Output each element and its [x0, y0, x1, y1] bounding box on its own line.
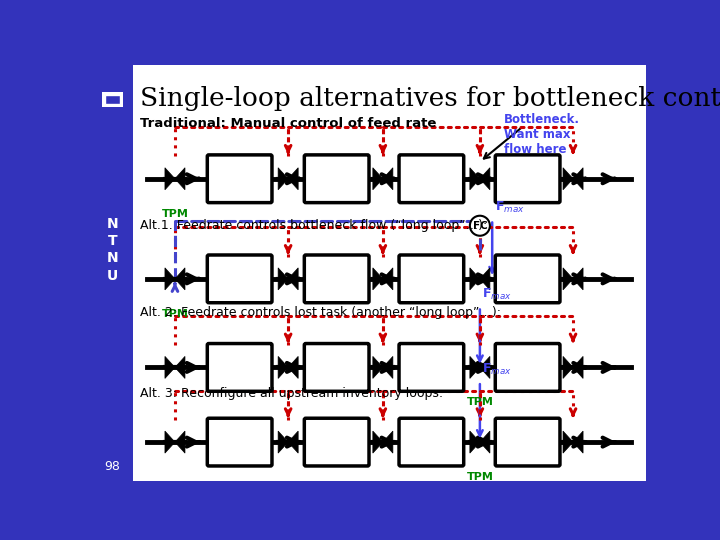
Polygon shape [563, 168, 573, 190]
Polygon shape [175, 268, 185, 290]
Text: 98: 98 [104, 460, 120, 473]
FancyBboxPatch shape [133, 65, 647, 481]
FancyBboxPatch shape [399, 343, 464, 392]
Polygon shape [563, 356, 573, 379]
Polygon shape [288, 168, 298, 190]
Polygon shape [165, 431, 175, 453]
Text: FC: FC [472, 221, 487, 231]
FancyBboxPatch shape [305, 418, 369, 466]
FancyBboxPatch shape [495, 255, 560, 303]
Polygon shape [373, 431, 383, 453]
FancyBboxPatch shape [495, 418, 560, 466]
Polygon shape [288, 431, 298, 453]
Text: $\mathbf{F}_{max}$: $\mathbf{F}_{max}$ [495, 200, 524, 215]
FancyBboxPatch shape [305, 155, 369, 202]
Polygon shape [175, 168, 185, 190]
Polygon shape [165, 268, 175, 290]
FancyBboxPatch shape [305, 343, 369, 392]
FancyBboxPatch shape [305, 255, 369, 303]
FancyBboxPatch shape [399, 418, 464, 466]
FancyBboxPatch shape [207, 155, 272, 202]
Polygon shape [480, 268, 490, 290]
Polygon shape [480, 168, 490, 190]
FancyBboxPatch shape [92, 65, 133, 481]
FancyBboxPatch shape [207, 418, 272, 466]
Polygon shape [573, 356, 583, 379]
Text: Traditional: Manual control of feed rate: Traditional: Manual control of feed rate [140, 117, 436, 130]
Text: TPM: TPM [467, 397, 493, 408]
Polygon shape [288, 268, 298, 290]
Text: Single-loop alternatives for bottleneck control: Single-loop alternatives for bottleneck … [140, 86, 720, 111]
Text: Alt.1. Feedrate controls bottleneck flow (“long loop”…):: Alt.1. Feedrate controls bottleneck flow… [140, 219, 487, 232]
Polygon shape [165, 168, 175, 190]
Polygon shape [175, 431, 185, 453]
Polygon shape [278, 356, 288, 379]
Polygon shape [480, 356, 490, 379]
Polygon shape [373, 268, 383, 290]
Polygon shape [288, 356, 298, 379]
Polygon shape [573, 268, 583, 290]
Text: Alt. 3: Reconfigure all upstream inventory loops:: Alt. 3: Reconfigure all upstream invento… [140, 387, 443, 400]
Polygon shape [373, 356, 383, 379]
Polygon shape [383, 168, 393, 190]
Polygon shape [470, 168, 480, 190]
FancyBboxPatch shape [105, 95, 120, 104]
Polygon shape [563, 431, 573, 453]
Polygon shape [383, 268, 393, 290]
Text: TPM: TPM [467, 472, 493, 482]
Text: TPM: TPM [161, 209, 189, 219]
Polygon shape [278, 268, 288, 290]
Polygon shape [563, 268, 573, 290]
Text: Bottleneck.
Want max
flow here: Bottleneck. Want max flow here [504, 112, 580, 156]
Polygon shape [470, 268, 480, 290]
FancyBboxPatch shape [207, 343, 272, 392]
Polygon shape [470, 431, 480, 453]
FancyBboxPatch shape [495, 343, 560, 392]
FancyBboxPatch shape [102, 92, 123, 107]
Text: $\mathbf{F}_{max}$: $\mathbf{F}_{max}$ [482, 287, 512, 302]
Polygon shape [470, 356, 480, 379]
FancyBboxPatch shape [399, 155, 464, 202]
Polygon shape [383, 431, 393, 453]
Text: N
T
N
U: N T N U [107, 217, 118, 282]
Text: Alt. 2: Feedrate controls lost task (another “long loop”…):: Alt. 2: Feedrate controls lost task (ano… [140, 306, 500, 319]
FancyBboxPatch shape [399, 255, 464, 303]
FancyBboxPatch shape [495, 155, 560, 202]
Polygon shape [175, 356, 185, 379]
Text: $\mathbf{F}_{max}$: $\mathbf{F}_{max}$ [482, 362, 512, 377]
Polygon shape [573, 168, 583, 190]
Polygon shape [573, 431, 583, 453]
Text: TPM: TPM [161, 309, 189, 319]
Polygon shape [278, 431, 288, 453]
Polygon shape [278, 168, 288, 190]
Polygon shape [165, 356, 175, 379]
Polygon shape [480, 431, 490, 453]
Circle shape [470, 215, 490, 236]
Polygon shape [383, 356, 393, 379]
FancyBboxPatch shape [207, 255, 272, 303]
Polygon shape [373, 168, 383, 190]
